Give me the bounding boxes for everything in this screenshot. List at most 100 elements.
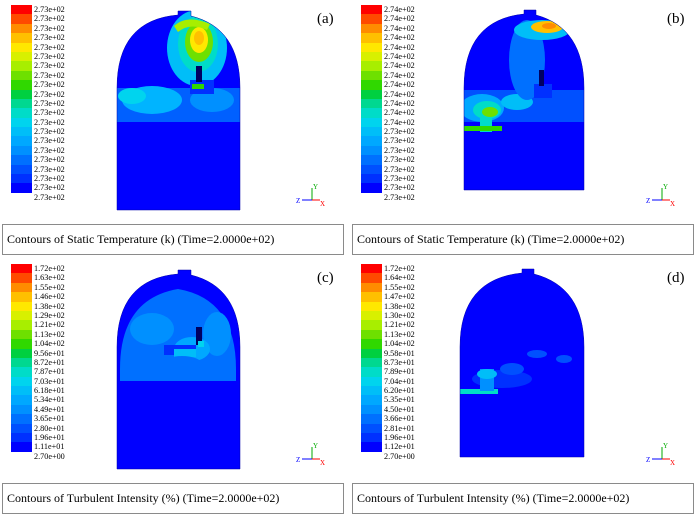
legend-swatch	[11, 174, 32, 184]
axis-x-label: X	[320, 459, 325, 467]
legend-row: 3.65e+01	[4, 414, 94, 424]
legend-swatch	[11, 376, 32, 387]
legend-row: 2.74e+02	[354, 51, 444, 62]
legend-row: 1.96e+01	[354, 433, 444, 443]
legend-swatch	[11, 273, 32, 283]
legend-label: 2.74e+02	[384, 14, 415, 24]
legend-swatch	[11, 442, 32, 452]
legend-row: 2.73e+02	[4, 145, 94, 156]
legend-row: 1.55e+02	[354, 282, 444, 293]
legend-row: 3.66e+01	[354, 414, 444, 424]
legend-label: 3.66e+01	[384, 414, 415, 424]
legend-row: 2.73e+02	[4, 136, 94, 146]
contour-plot-a: 2.73e+02 2.73e+02 2.73e+02 2.73e+02 2.73e+02…	[2, 0, 346, 221]
legend-swatch	[361, 310, 382, 321]
legend-row: 2.70e+00	[4, 452, 94, 461]
legend-row: 1.04e+02	[4, 339, 94, 349]
color-legend-c: 1.72e+02 1.63e+02 1.55e+02 1.46e+02 1.38e+02…	[4, 264, 94, 461]
axis-z-label: Z	[646, 197, 650, 205]
legend-row: 2.73e+02	[354, 145, 444, 156]
legend-swatch	[11, 320, 32, 330]
legend-swatch	[361, 357, 382, 368]
legend-row: 1.29e+02	[4, 310, 94, 321]
legend-swatch	[11, 282, 32, 293]
legend-swatch	[361, 42, 382, 52]
legend-label: 2.73e+02	[34, 80, 65, 90]
legend-swatch	[11, 23, 32, 34]
legend-row: 2.73e+02	[4, 14, 94, 24]
legend-swatch	[361, 89, 382, 99]
axis-y-label: Y	[663, 442, 668, 450]
legend-label: 1.38e+02	[384, 301, 415, 311]
legend-row: 4.49e+01	[4, 404, 94, 415]
color-legend-b: 2.74e+02 2.74e+02 2.74e+02 2.74e+02 2.74e+02…	[354, 5, 444, 202]
legend-label: 1.13e+02	[34, 329, 65, 339]
legend-label: 2.74e+02	[384, 80, 415, 90]
legend-row: 2.73e+02	[354, 193, 444, 202]
legend-label: 1.55e+02	[384, 282, 415, 292]
legend-row: 2.74e+02	[354, 70, 444, 81]
legend-label: 1.30e+02	[384, 310, 415, 320]
axis-z-label: Z	[296, 197, 300, 205]
legend-label: 1.38e+02	[34, 301, 65, 311]
legend-label: 1.63e+02	[34, 273, 65, 283]
legend-row: 2.74e+02	[354, 80, 444, 90]
legend-row: 5.35e+01	[354, 395, 444, 405]
legend-label: 1.96e+01	[34, 433, 65, 443]
contour-plot-d: 1.72e+02 1.64e+02 1.55e+02 1.47e+02 1.38e+02…	[352, 259, 696, 480]
panel-c: 1.72e+02 1.63e+02 1.55e+02 1.46e+02 1.38e+02…	[2, 259, 346, 519]
panel-a: 2.73e+02 2.73e+02 2.73e+02 2.73e+02 2.73e+02…	[2, 0, 346, 260]
legend-swatch	[11, 264, 32, 274]
legend-swatch	[11, 14, 32, 24]
legend-swatch	[361, 51, 382, 62]
legend-swatch	[361, 14, 382, 24]
axis-x-label: X	[670, 200, 675, 208]
legend-row: 2.73e+02	[354, 174, 444, 184]
legend-swatch	[11, 61, 32, 71]
legend-label: 2.74e+02	[384, 117, 415, 127]
legend-row: 2.73e+02	[4, 51, 94, 62]
axis-y-label: Y	[313, 442, 318, 450]
legend-swatch	[361, 339, 382, 349]
legend-label: 1.46e+02	[34, 292, 65, 302]
legend-label: 2.73e+02	[384, 145, 415, 155]
legend-label: 8.73e+01	[384, 357, 415, 367]
legend-swatch	[361, 282, 382, 293]
legend-row: 6.20e+01	[354, 386, 444, 396]
legend-swatch	[11, 98, 32, 109]
panel-letter-c: (c)	[317, 270, 334, 286]
legend-swatch	[11, 292, 32, 302]
legend-row: 1.21e+02	[354, 320, 444, 330]
legend-row: 2.73e+02	[4, 108, 94, 118]
legend-swatch	[361, 348, 382, 358]
legend-swatch	[11, 89, 32, 99]
legend-label: 2.74e+02	[384, 61, 415, 71]
legend-row: 2.73e+02	[4, 5, 94, 15]
legend-row: 2.74e+02	[354, 42, 444, 52]
legend-label: 1.72e+02	[34, 264, 65, 273]
axis-triad-icon: Y Z X	[646, 183, 675, 208]
legend-row: 2.74e+02	[354, 5, 444, 15]
legend-row: 6.18e+01	[4, 386, 94, 396]
legend-swatch	[361, 264, 382, 274]
legend-row: 1.63e+02	[4, 273, 94, 283]
caption-a: Contours of Static Temperature (k) (Time…	[2, 224, 344, 255]
legend-row: 2.70e+00	[354, 452, 444, 461]
legend-swatch	[361, 423, 382, 434]
legend-label: 2.73e+02	[34, 164, 65, 174]
legend-row: 2.73e+02	[354, 155, 444, 165]
legend-row: 2.73e+02	[4, 193, 94, 202]
legend-label: 2.74e+02	[384, 98, 415, 108]
legend-swatch	[11, 301, 32, 311]
legend-row: 1.13e+02	[4, 329, 94, 340]
legend-swatch	[361, 61, 382, 71]
legend-row: 2.74e+02	[354, 23, 444, 34]
axis-y-label: Y	[313, 183, 318, 191]
legend-row: 1.04e+02	[354, 339, 444, 349]
legend-swatch	[361, 127, 382, 137]
legend-swatch	[11, 386, 32, 396]
legend-label: 2.73e+02	[384, 192, 415, 202]
legend-row: 5.34e+01	[4, 395, 94, 405]
legend-row: 2.73e+02	[4, 61, 94, 71]
legend-row: 2.74e+02	[354, 61, 444, 71]
